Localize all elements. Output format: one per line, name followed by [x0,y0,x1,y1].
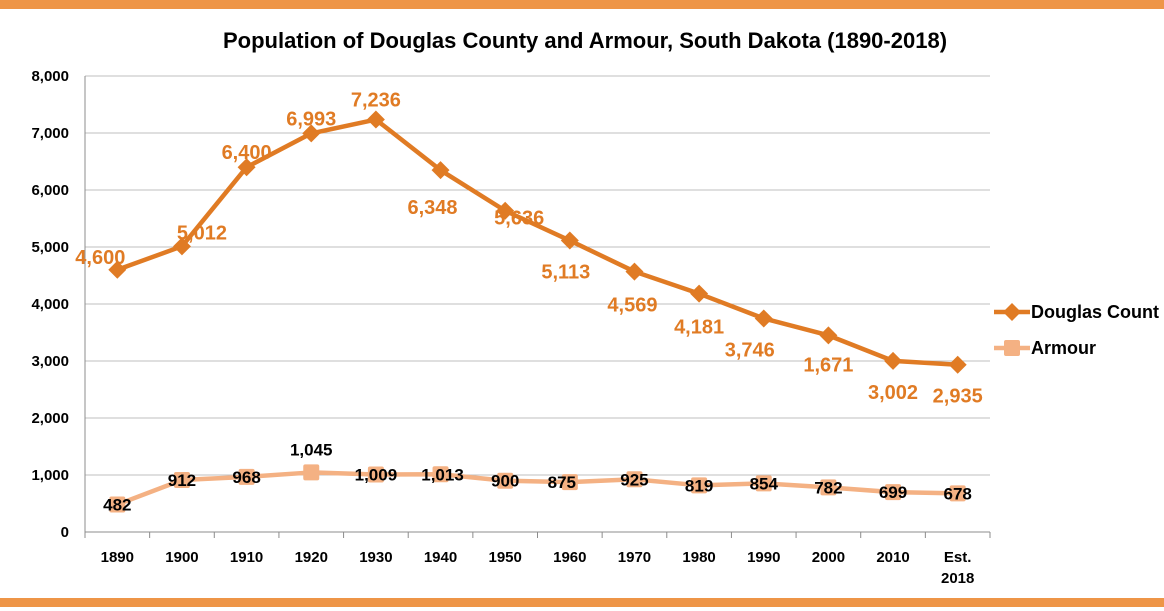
y-tick-label: 6,000 [31,182,69,199]
armour-data-label: 854 [750,474,779,493]
douglas-county-point [302,124,321,143]
douglas-county-data-label: 6,400 [222,142,272,164]
chart-title: Population of Douglas County and Armour,… [223,28,947,53]
douglas-county-point [560,231,579,250]
douglas-county-data-label: 4,569 [607,295,657,317]
douglas-county-data-label: 3,746 [725,339,775,361]
armour-data-label: 900 [491,472,519,491]
armour-point [820,479,837,496]
x-tick-label: 1910 [230,549,263,566]
armour-data-label: 482 [103,496,131,515]
douglas-county-data-label: 5,012 [177,222,227,244]
douglas-county-data-label: 4,181 [674,317,724,339]
armour-point [238,468,255,485]
armour-point [561,474,578,491]
x-tick-label: 1950 [488,549,521,566]
y-tick-label: 5,000 [31,239,69,256]
x-tick-label: 1920 [295,549,328,566]
douglas-county-point [366,110,385,129]
douglas-county-point [172,237,191,256]
douglas-county-data-label: 6,348 [408,197,458,219]
data-labels: 4,600 5,012 6,400 6,993 7,236 6,348 5,636 5,113… [75,90,982,515]
armour-data-label: 699 [879,483,907,502]
douglas-county-point [496,201,515,220]
top-border-band [0,0,1164,9]
y-tick-label: 7,000 [31,125,69,142]
douglas-county-data-label: 5,636 [494,208,544,230]
douglas-county-point [431,161,450,180]
douglas-county-data-label: 2,935 [933,386,983,408]
armour-data-label: 1,013 [421,465,464,484]
douglas-county-data-label: 6,993 [286,108,336,130]
armour-data-label: 968 [232,468,260,487]
armour-point [432,466,449,483]
douglas-county-data-label: 3,002 [868,382,918,404]
y-tick-label: 1,000 [31,467,69,484]
armour-point [885,484,902,501]
armour-point [497,472,514,489]
y-tick-label: 2,000 [31,410,69,427]
douglas-county-data-label: 1,671 [803,354,853,376]
y-tick-label: 8,000 [31,68,69,85]
y-tick-label: 4,000 [31,296,69,313]
x-tick-label: Est. 2018 [941,549,974,587]
x-tick-label: 1900 [165,549,198,566]
gridlines [85,75,990,476]
x-tick-label: 1890 [101,549,134,566]
axes [84,76,991,538]
x-tick-label: 1960 [553,549,586,566]
armour-point [109,496,126,513]
armour-point [626,471,643,488]
douglas-county-point [237,158,256,177]
legend-square-icon [1004,340,1020,356]
armour-point [755,475,772,492]
douglas-county-data-label: 5,113 [541,262,590,284]
x-tick-label: 1990 [747,549,780,566]
x-tick-label: 2000 [812,549,845,566]
legend-entry-label: Armour [1031,338,1096,358]
x-tick-label: 1940 [424,549,457,566]
x-axis-tick-labels: 1890 1900 1910 1920 1930 1940 1950 1960 1970 1980… [101,549,975,587]
douglas-county-data-label: 7,236 [351,90,401,112]
y-tick-label: 3,000 [31,353,69,370]
douglas-county-point [754,309,773,328]
douglas-county-point [690,284,709,303]
douglas-county-data-label: 4,600 [75,247,125,269]
armour-point [173,472,190,489]
armour-point [949,485,966,502]
armour-data-label: 1,009 [355,465,398,484]
x-tick-label: 2010 [876,549,909,566]
y-tick-label: 0 [61,524,69,541]
series-line-1 [116,470,958,507]
armour-data-label: 925 [620,470,648,489]
armour-data-label: 678 [943,484,971,503]
armour-data-label: 782 [814,478,842,497]
armour-data-label: 912 [168,471,196,490]
x-tick-label: 1930 [359,549,392,566]
douglas-county-point [884,351,903,370]
douglas-county-point [948,355,967,374]
armour-point [367,466,384,483]
legend-diamond-icon [1003,303,1021,321]
series-layer [108,110,967,513]
armour-data-label: 1,045 [290,440,333,459]
armour-data-label: 819 [685,476,713,495]
legend: Douglas Count Armour [994,302,1159,358]
x-tick-label: 1970 [618,549,651,566]
armour-point [303,464,320,481]
armour-point [691,477,708,494]
x-tick-label: 1980 [682,549,715,566]
douglas-county-point [819,326,838,345]
bottom-border-band [0,598,1164,607]
legend-entry-label: Douglas Count [1031,302,1159,322]
series-line-0 [116,117,958,367]
douglas-county-point [108,260,127,279]
y-axis-tick-labels: 0 1,000 2,000 3,000 4,000 5,000 6,000 7,000 8,00… [31,68,69,541]
douglas-county-point [625,262,644,281]
armour-data-label: 875 [548,473,576,492]
